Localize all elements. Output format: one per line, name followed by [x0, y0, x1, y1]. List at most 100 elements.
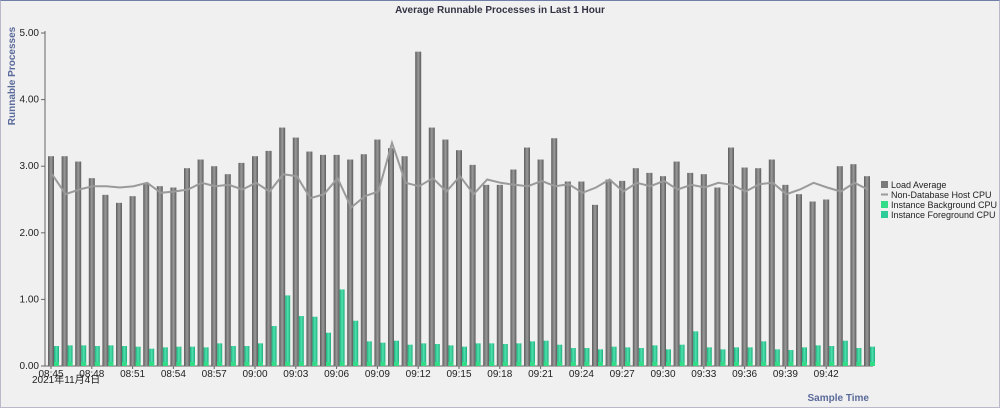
- load-average-bar: [605, 179, 612, 366]
- foreground-cpu-bar: [190, 346, 195, 366]
- foreground-cpu-bar: [747, 347, 753, 366]
- load-average-bar: [469, 164, 476, 366]
- load-average-bar: [415, 51, 422, 366]
- x-tick-label: 08:48: [79, 369, 104, 380]
- background-cpu-bar: [149, 362, 155, 366]
- background-cpu-bar: [162, 362, 168, 366]
- load-average-bar: [864, 176, 870, 366]
- background-cpu-bar: [326, 362, 331, 366]
- background-cpu-bar: [298, 362, 304, 366]
- background-cpu-bar: [258, 362, 263, 366]
- load-average-bar: [197, 159, 204, 366]
- foreground-cpu-bar: [788, 350, 794, 366]
- foreground-cpu-bar: [312, 316, 318, 366]
- foreground-cpu-bar: [489, 343, 495, 366]
- load-average-bar: [483, 184, 490, 366]
- load-average-bar: [170, 187, 177, 366]
- load-average-bar: [836, 166, 843, 366]
- load-average-bar: [279, 127, 286, 367]
- foreground-cpu-bar: [94, 346, 100, 366]
- foreground-cpu-bar: [693, 331, 699, 366]
- foreground-cpu-bar: [135, 346, 141, 366]
- load-average-bar: [347, 159, 354, 366]
- x-tick-label: 09:00: [242, 369, 267, 380]
- load-average-bar: [252, 156, 258, 366]
- load-average-bar: [564, 181, 571, 366]
- load-average-bar: [700, 174, 707, 366]
- foreground-cpu-bar: [774, 349, 780, 366]
- foreground-cpu-bar: [625, 347, 631, 366]
- load-average-bar: [755, 168, 762, 366]
- background-cpu-bar: [67, 362, 73, 366]
- foreground-cpu-bar: [802, 347, 807, 366]
- load-average-bar: [333, 154, 340, 366]
- foreground-cpu-bar: [761, 341, 767, 366]
- legend-label: Load Average: [891, 180, 946, 190]
- load-average-bar: [61, 156, 68, 366]
- foreground-cpu-bar: [666, 349, 671, 366]
- foreground-cpu-bar: [870, 346, 875, 366]
- background-cpu-bar: [584, 362, 590, 366]
- background-cpu-bar: [679, 362, 685, 366]
- foreground-cpu-bar: [611, 346, 617, 366]
- background-cpu-bar: [570, 362, 576, 366]
- foreground-cpu-bar: [326, 332, 331, 366]
- background-cpu-bar: [135, 362, 141, 366]
- load-average-bar: [714, 187, 721, 366]
- y-tick-label: 3.00: [20, 161, 40, 172]
- foreground-cpu-bar: [394, 340, 399, 366]
- foreground-cpu-bar: [448, 345, 454, 366]
- background-cpu-bar: [720, 362, 726, 366]
- foreground-cpu-bar: [258, 343, 263, 366]
- background-cpu-bar: [856, 362, 862, 366]
- legend-swatch: [881, 181, 888, 188]
- foreground-cpu-bar: [598, 349, 603, 366]
- x-tick-label: 08:51: [120, 369, 145, 380]
- load-average-bar: [809, 201, 816, 366]
- background-cpu-bar: [815, 362, 821, 366]
- foreground-cpu-bar: [162, 347, 168, 366]
- foreground-cpu-bar: [652, 345, 658, 366]
- legend-label: Instance Background CPU: [891, 200, 997, 210]
- background-cpu-bar: [475, 362, 481, 366]
- legend-swatch: [881, 211, 888, 218]
- y-tick-label: 0.00: [20, 361, 40, 372]
- load-average-bar: [782, 184, 789, 366]
- load-average-bar: [537, 159, 544, 366]
- foreground-cpu-bar: [815, 345, 821, 366]
- legend-label: Instance Foreground CPU: [891, 210, 996, 220]
- x-tick-label: 09:27: [610, 369, 635, 380]
- background-cpu-bar: [230, 362, 236, 366]
- x-tick-label: 09:36: [732, 369, 757, 380]
- load-average-bar: [75, 161, 82, 366]
- load-average-bar: [551, 138, 558, 366]
- load-average-bar: [129, 196, 136, 366]
- load-average-bar: [401, 156, 408, 366]
- background-cpu-bar: [611, 362, 617, 366]
- load-average-bar: [687, 172, 694, 366]
- background-cpu-bar: [802, 362, 807, 366]
- background-cpu-bar: [734, 362, 739, 366]
- background-cpu-bar: [870, 362, 875, 366]
- foreground-cpu-bar: [67, 345, 73, 366]
- background-cpu-bar: [761, 362, 767, 366]
- foreground-cpu-bar: [829, 346, 835, 366]
- foreground-cpu-bar: [244, 346, 250, 366]
- x-tick-label: 09:21: [528, 369, 553, 380]
- background-cpu-bar: [394, 362, 399, 366]
- background-cpu-bar: [706, 362, 712, 366]
- load-average-bar: [728, 147, 734, 366]
- load-average-bar: [741, 167, 748, 366]
- load-average-bar: [320, 154, 326, 366]
- x-axis-title: Sample Time: [807, 393, 869, 404]
- x-axis-date-label: 2021年11月4日: [32, 373, 100, 386]
- background-cpu-bar: [543, 362, 549, 366]
- load-average-bar: [388, 148, 394, 366]
- x-tick-label: 09:15: [446, 369, 471, 380]
- foreground-cpu-bar: [421, 343, 427, 366]
- foreground-cpu-bar: [557, 344, 563, 366]
- background-cpu-bar: [788, 362, 794, 366]
- load-average-bar: [823, 199, 830, 366]
